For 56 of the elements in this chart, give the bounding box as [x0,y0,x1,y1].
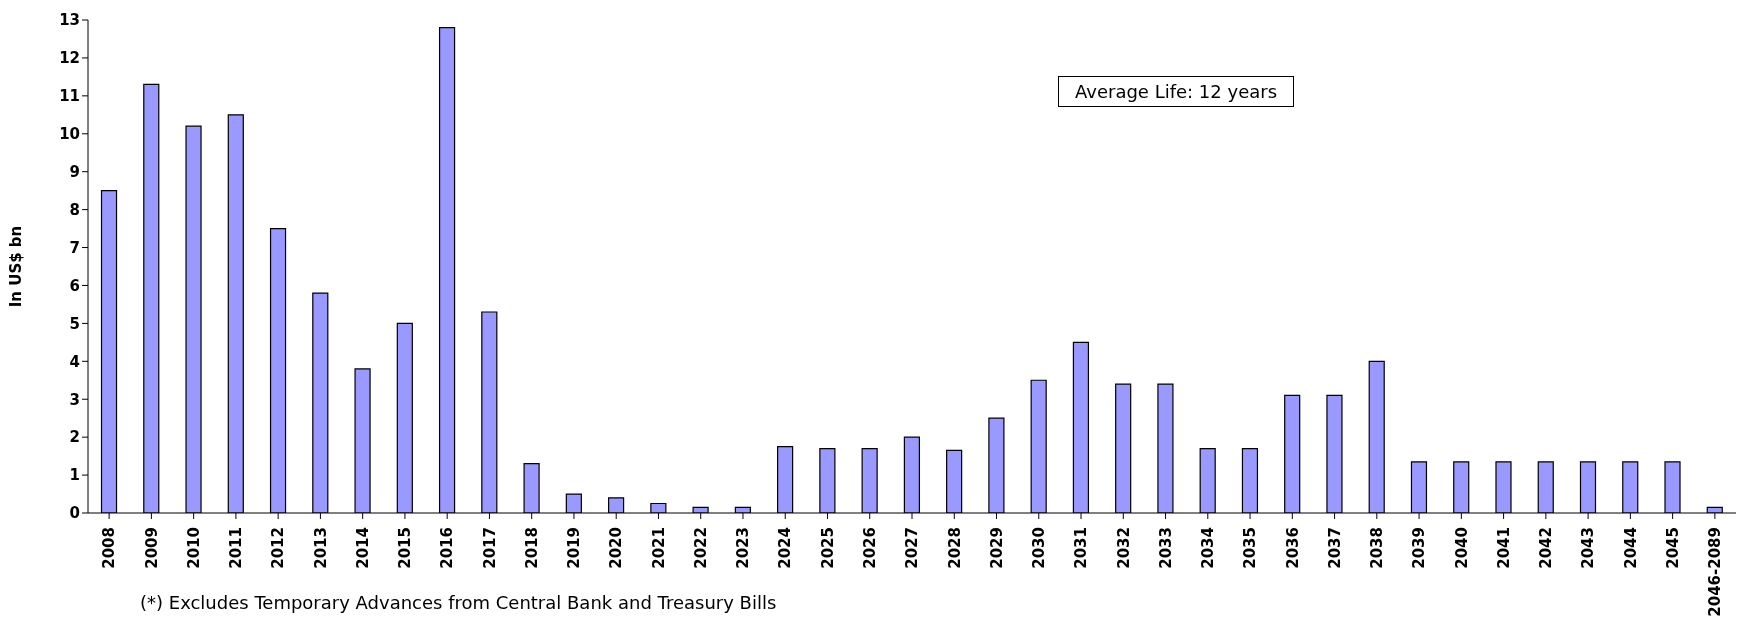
y-tick-label: 9 [69,163,80,182]
x-tick-label: 2029 [987,527,1006,569]
x-tick-label: 2018 [522,527,541,569]
x-tick-label: 2038 [1368,527,1387,569]
x-tick-label: 2027 [903,527,922,569]
x-tick-label: 2039 [1410,527,1429,569]
x-tick-label: 2026 [860,527,879,569]
y-tick-label: 10 [59,125,80,144]
x-tick-label: 2024 [776,527,795,569]
y-tick-label: 0 [69,504,80,523]
y-tick-label: 5 [69,314,80,333]
x-tick-label: 2042 [1537,527,1556,569]
y-tick-label: 13 [59,11,80,30]
x-tick-label: 2015 [396,527,415,569]
x-tick-label: 2045 [1663,527,1682,569]
y-tick-label: 11 [59,87,80,106]
x-tick-label: 2040 [1452,527,1471,569]
x-tick-label: 2037 [1325,527,1344,569]
x-tick-label: 2012 [269,527,288,569]
x-tick-label: 2028 [945,527,964,569]
x-tick-label: 2011 [227,527,246,569]
x-tick-label: 2041 [1494,527,1513,569]
x-tick-label: 2008 [100,527,119,569]
y-tick-label: 4 [69,352,80,371]
x-tick-label: 2022 [691,527,710,569]
x-tick-label: 2036 [1283,527,1302,569]
x-tick-label: 2046-2089 [1706,527,1725,617]
y-tick-label: 7 [69,238,80,257]
x-tick-label: 2020 [607,527,626,569]
x-tick-label: 2013 [311,527,330,569]
y-tick-label: 3 [69,390,80,409]
x-tick-label: 2030 [1030,527,1049,569]
x-tick-label: 2025 [818,527,837,569]
x-tick-label: 2016 [438,527,457,569]
x-tick-label: 2032 [1114,527,1133,569]
x-tick-label: 2033 [1156,527,1175,569]
x-tick-label: 2009 [142,527,161,569]
x-tick-label: 2019 [565,527,584,569]
x-tick-label: 2034 [1199,527,1218,569]
text: (*) Excludes Temporary Advances from Central Bank and Treasury Bills [140,592,777,613]
x-tick-label: 2044 [1621,527,1640,569]
x-tick-label: 2023 [734,527,753,569]
y-tick-label: 2 [69,428,80,447]
x-tick-label: 2043 [1579,527,1598,569]
y-tick-label: 8 [69,200,80,219]
y-tick-label: 12 [59,49,80,68]
annotation: Average Life: 12 years [1058,76,1295,107]
y-tick-label: 1 [69,466,80,485]
x-tick-label: 2035 [1241,527,1260,569]
y-axis-title: In US$ bn [7,225,26,308]
x-tick-label: 2017 [480,527,499,569]
x-tick-label: 2010 [184,527,203,569]
x-tick-label: 2021 [649,527,668,569]
x-tick-label: 2014 [353,527,372,569]
y-tick-label: 6 [69,276,80,295]
x-tick-label: 2031 [1072,527,1091,569]
